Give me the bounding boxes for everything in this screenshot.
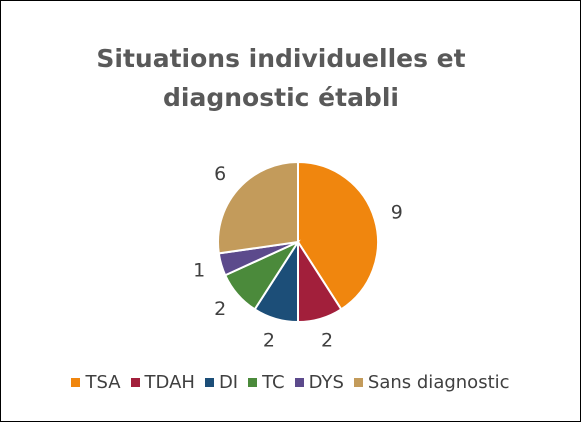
legend-label: DI — [218, 372, 239, 393]
legend-swatch — [130, 378, 140, 387]
legend: TSA TDAH DI TC DYS Sans diagnostic — [0, 372, 581, 393]
data-label: 9 — [391, 201, 403, 223]
pie-slice — [217, 160, 299, 255]
legend-label: DYS — [308, 372, 344, 393]
legend-label: TSA — [85, 372, 121, 393]
legend-swatch — [204, 378, 214, 387]
legend-item: TC — [248, 372, 285, 393]
data-label: 2 — [263, 329, 275, 351]
legend-swatch — [71, 378, 81, 387]
data-label: 6 — [214, 163, 226, 185]
legend-swatch — [294, 378, 304, 387]
legend-swatch — [353, 378, 363, 387]
legend-item: Sans diagnostic — [353, 372, 510, 393]
data-label: 2 — [321, 329, 333, 351]
legend-item: DYS — [294, 372, 344, 393]
legend-swatch — [248, 378, 258, 387]
data-label: 2 — [214, 298, 226, 320]
legend-item: TSA — [71, 372, 121, 393]
legend-label: TC — [262, 372, 285, 393]
legend-label: TDAH — [144, 372, 195, 393]
legend-label: Sans diagnostic — [367, 372, 510, 393]
legend-item: TDAH — [130, 372, 195, 393]
legend-item: DI — [204, 372, 239, 393]
chart-title: Situations individuelles et diagnostic é… — [96, 44, 466, 112]
data-label: 1 — [193, 260, 205, 282]
